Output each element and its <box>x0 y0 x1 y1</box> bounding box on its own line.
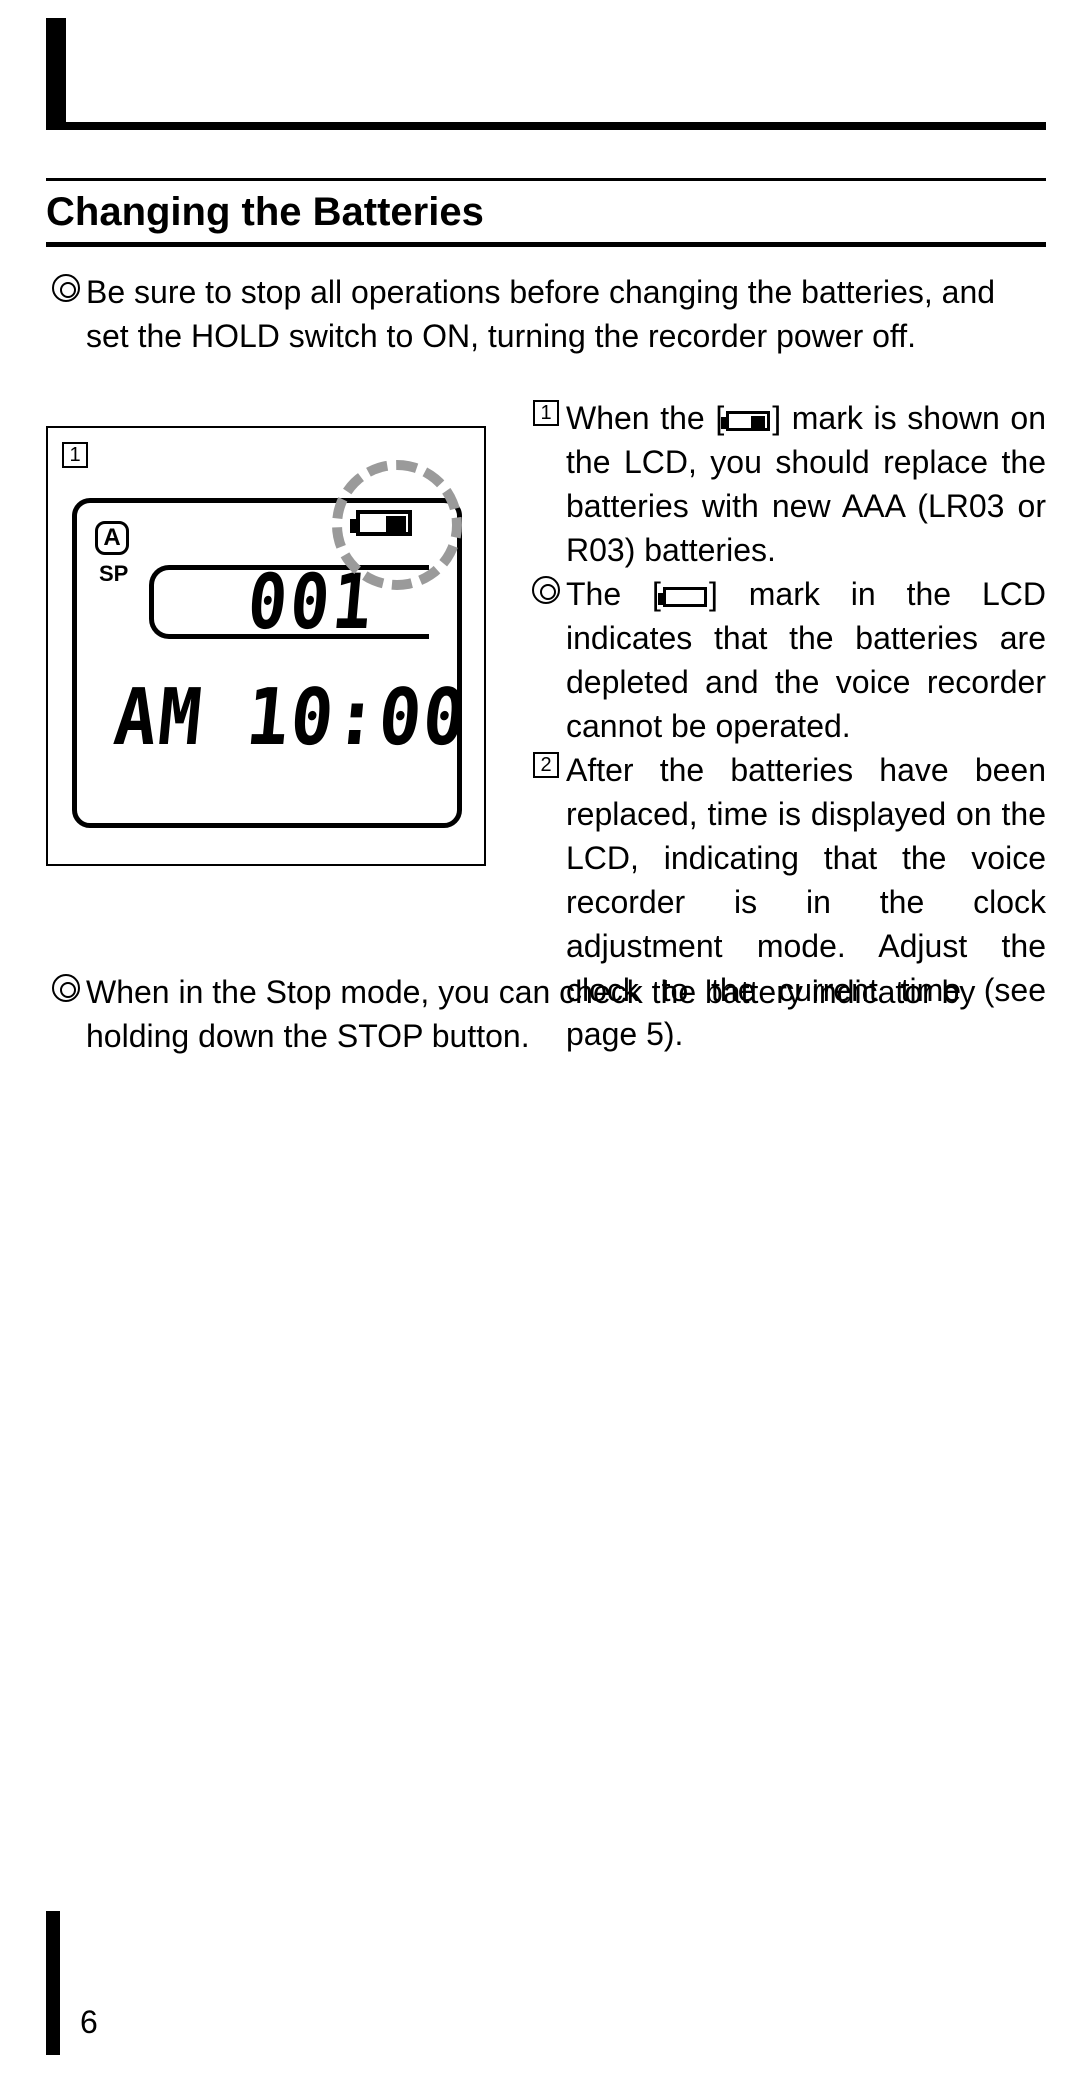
section-title: Changing the Batteries <box>46 190 484 235</box>
lcd-figure: 1 A SP 001 AM 10:00 <box>46 426 486 866</box>
step-1-number: 1 <box>533 400 559 426</box>
bullet-marker-icon <box>46 270 86 302</box>
bullet-marker-icon <box>526 572 566 604</box>
intro-text: Be sure to stop all operations before ch… <box>86 270 1046 358</box>
highlight-circle-icon <box>332 460 462 590</box>
depleted-before: The [ <box>566 576 661 612</box>
lcd-folder-indicator: A <box>95 521 129 555</box>
top-horizontal-rule <box>46 122 1046 130</box>
callout-number: 1 <box>62 442 88 468</box>
step-depleted-text: The [] mark in the LCD indicates that th… <box>566 572 1046 748</box>
step-1-marker: 1 <box>526 396 566 426</box>
step-2-marker: 2 <box>526 748 566 778</box>
middle-section: 1 A SP 001 AM 10:00 1 When the [] mark i… <box>46 396 1046 1056</box>
step-2-number: 2 <box>533 752 559 778</box>
lcd-time-value: AM 10:00 <box>110 673 471 763</box>
battery-low-inline-icon <box>726 411 770 431</box>
step-1-before: When the [ <box>566 400 724 436</box>
footnote-text: When in the Stop mode, you can check the… <box>86 970 1046 1058</box>
bullet-marker-icon <box>46 970 86 1002</box>
intro-paragraph: Be sure to stop all operations before ch… <box>46 270 1046 358</box>
lcd-mode-indicator: SP <box>99 561 128 587</box>
section-rule-bottom <box>46 242 1046 247</box>
battery-empty-inline-icon <box>663 587 707 607</box>
steps-column: 1 When the [] mark is shown on the LCD, … <box>486 396 1046 1056</box>
step-1: 1 When the [] mark is shown on the LCD, … <box>526 396 1046 572</box>
step-depleted: The [] mark in the LCD indicates that th… <box>526 572 1046 748</box>
manual-page: Changing the Batteries Be sure to stop a… <box>46 0 1046 2083</box>
footnote: When in the Stop mode, you can check the… <box>46 970 1046 1058</box>
figure-callout-1: 1 <box>62 442 88 468</box>
section-rule-top <box>46 178 1046 181</box>
top-tab-decoration <box>46 18 66 130</box>
step-1-text: When the [] mark is shown on the LCD, yo… <box>566 396 1046 572</box>
bottom-tab-decoration <box>46 1911 60 2055</box>
page-number: 6 <box>80 2004 98 2041</box>
